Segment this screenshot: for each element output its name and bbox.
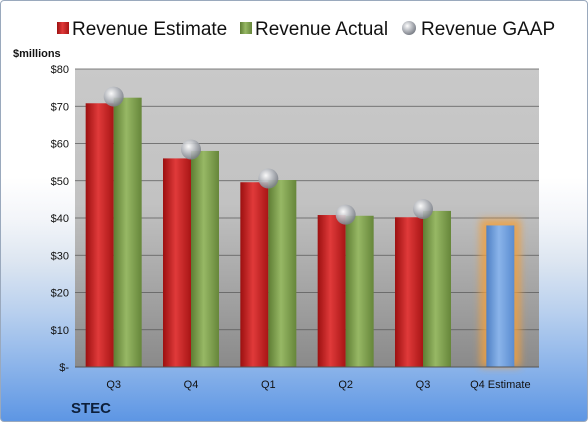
revenue-actual-bar [345,215,374,367]
x-tick-label: Q4 [184,379,199,391]
legend-item-revenue-actual[interactable]: Revenue Actual [240,19,388,40]
legend-swatch-revenue-estimate [57,22,69,34]
y-tick-label: $80 [51,64,69,76]
revenue-estimate-bar [85,103,114,368]
y-axis-ticks: $- $10 $20 $30 $40 $50 $60 $70 $80 [51,64,70,374]
legend: Revenue Estimate Revenue Actual Revenue … [57,19,555,40]
x-tick-label: Q1 [261,379,276,391]
x-tick-label: Q2 [338,379,353,391]
x-tick-label: Q4 Estimate [470,379,531,391]
legend-marker-revenue-gaap [402,21,416,35]
revenue-gaap-marker [413,199,433,220]
legend-item-revenue-estimate[interactable]: Revenue Estimate [57,19,227,40]
y-tick-label: $20 [51,288,69,300]
revenue-actual-bar [113,97,142,368]
revenue-gaap-marker [258,168,279,189]
revenue-gaap-marker [335,204,356,225]
y-tick-label: $50 [51,176,69,188]
revenue-gaap-marker [181,139,201,160]
gaap-markers [103,86,433,225]
legend-label-revenue-gaap: Revenue GAAP [421,19,555,40]
y-tick-label: $40 [51,213,69,225]
legend-swatch-revenue-actual [240,22,252,34]
y-tick-label: $70 [51,101,69,113]
bars [85,97,521,368]
revenue-estimate-bar [317,215,346,367]
x-tick-label: Q3 [106,379,121,391]
legend-label-revenue-estimate: Revenue Estimate [72,19,227,40]
y-axis-unit-label: $millions [13,48,61,60]
legend-label-revenue-actual: Revenue Actual [255,19,388,40]
revenue-estimate-bar [163,158,191,367]
y-tick-label: $- [59,362,69,374]
y-tick-label: $30 [51,250,69,262]
revenue-actual-bar [268,180,297,367]
y-tick-label: $10 [51,325,69,337]
revenue-actual-bar [191,150,219,367]
revenue-estimate-bar [395,217,423,367]
x-axis-ticks: Q3 Q4 Q1 Q2 Q3 Q4 Estimate [106,379,530,391]
revenue-estimate-bar [240,182,269,367]
revenue-estimate-bar [486,225,515,367]
company-ticker: STEC [71,400,111,417]
revenue-actual-bar [423,210,451,367]
legend-item-revenue-gaap[interactable]: Revenue GAAP [402,19,555,40]
x-tick-label: Q3 [416,379,431,391]
y-tick-label: $60 [51,139,69,151]
revenue-gaap-marker [103,86,124,107]
